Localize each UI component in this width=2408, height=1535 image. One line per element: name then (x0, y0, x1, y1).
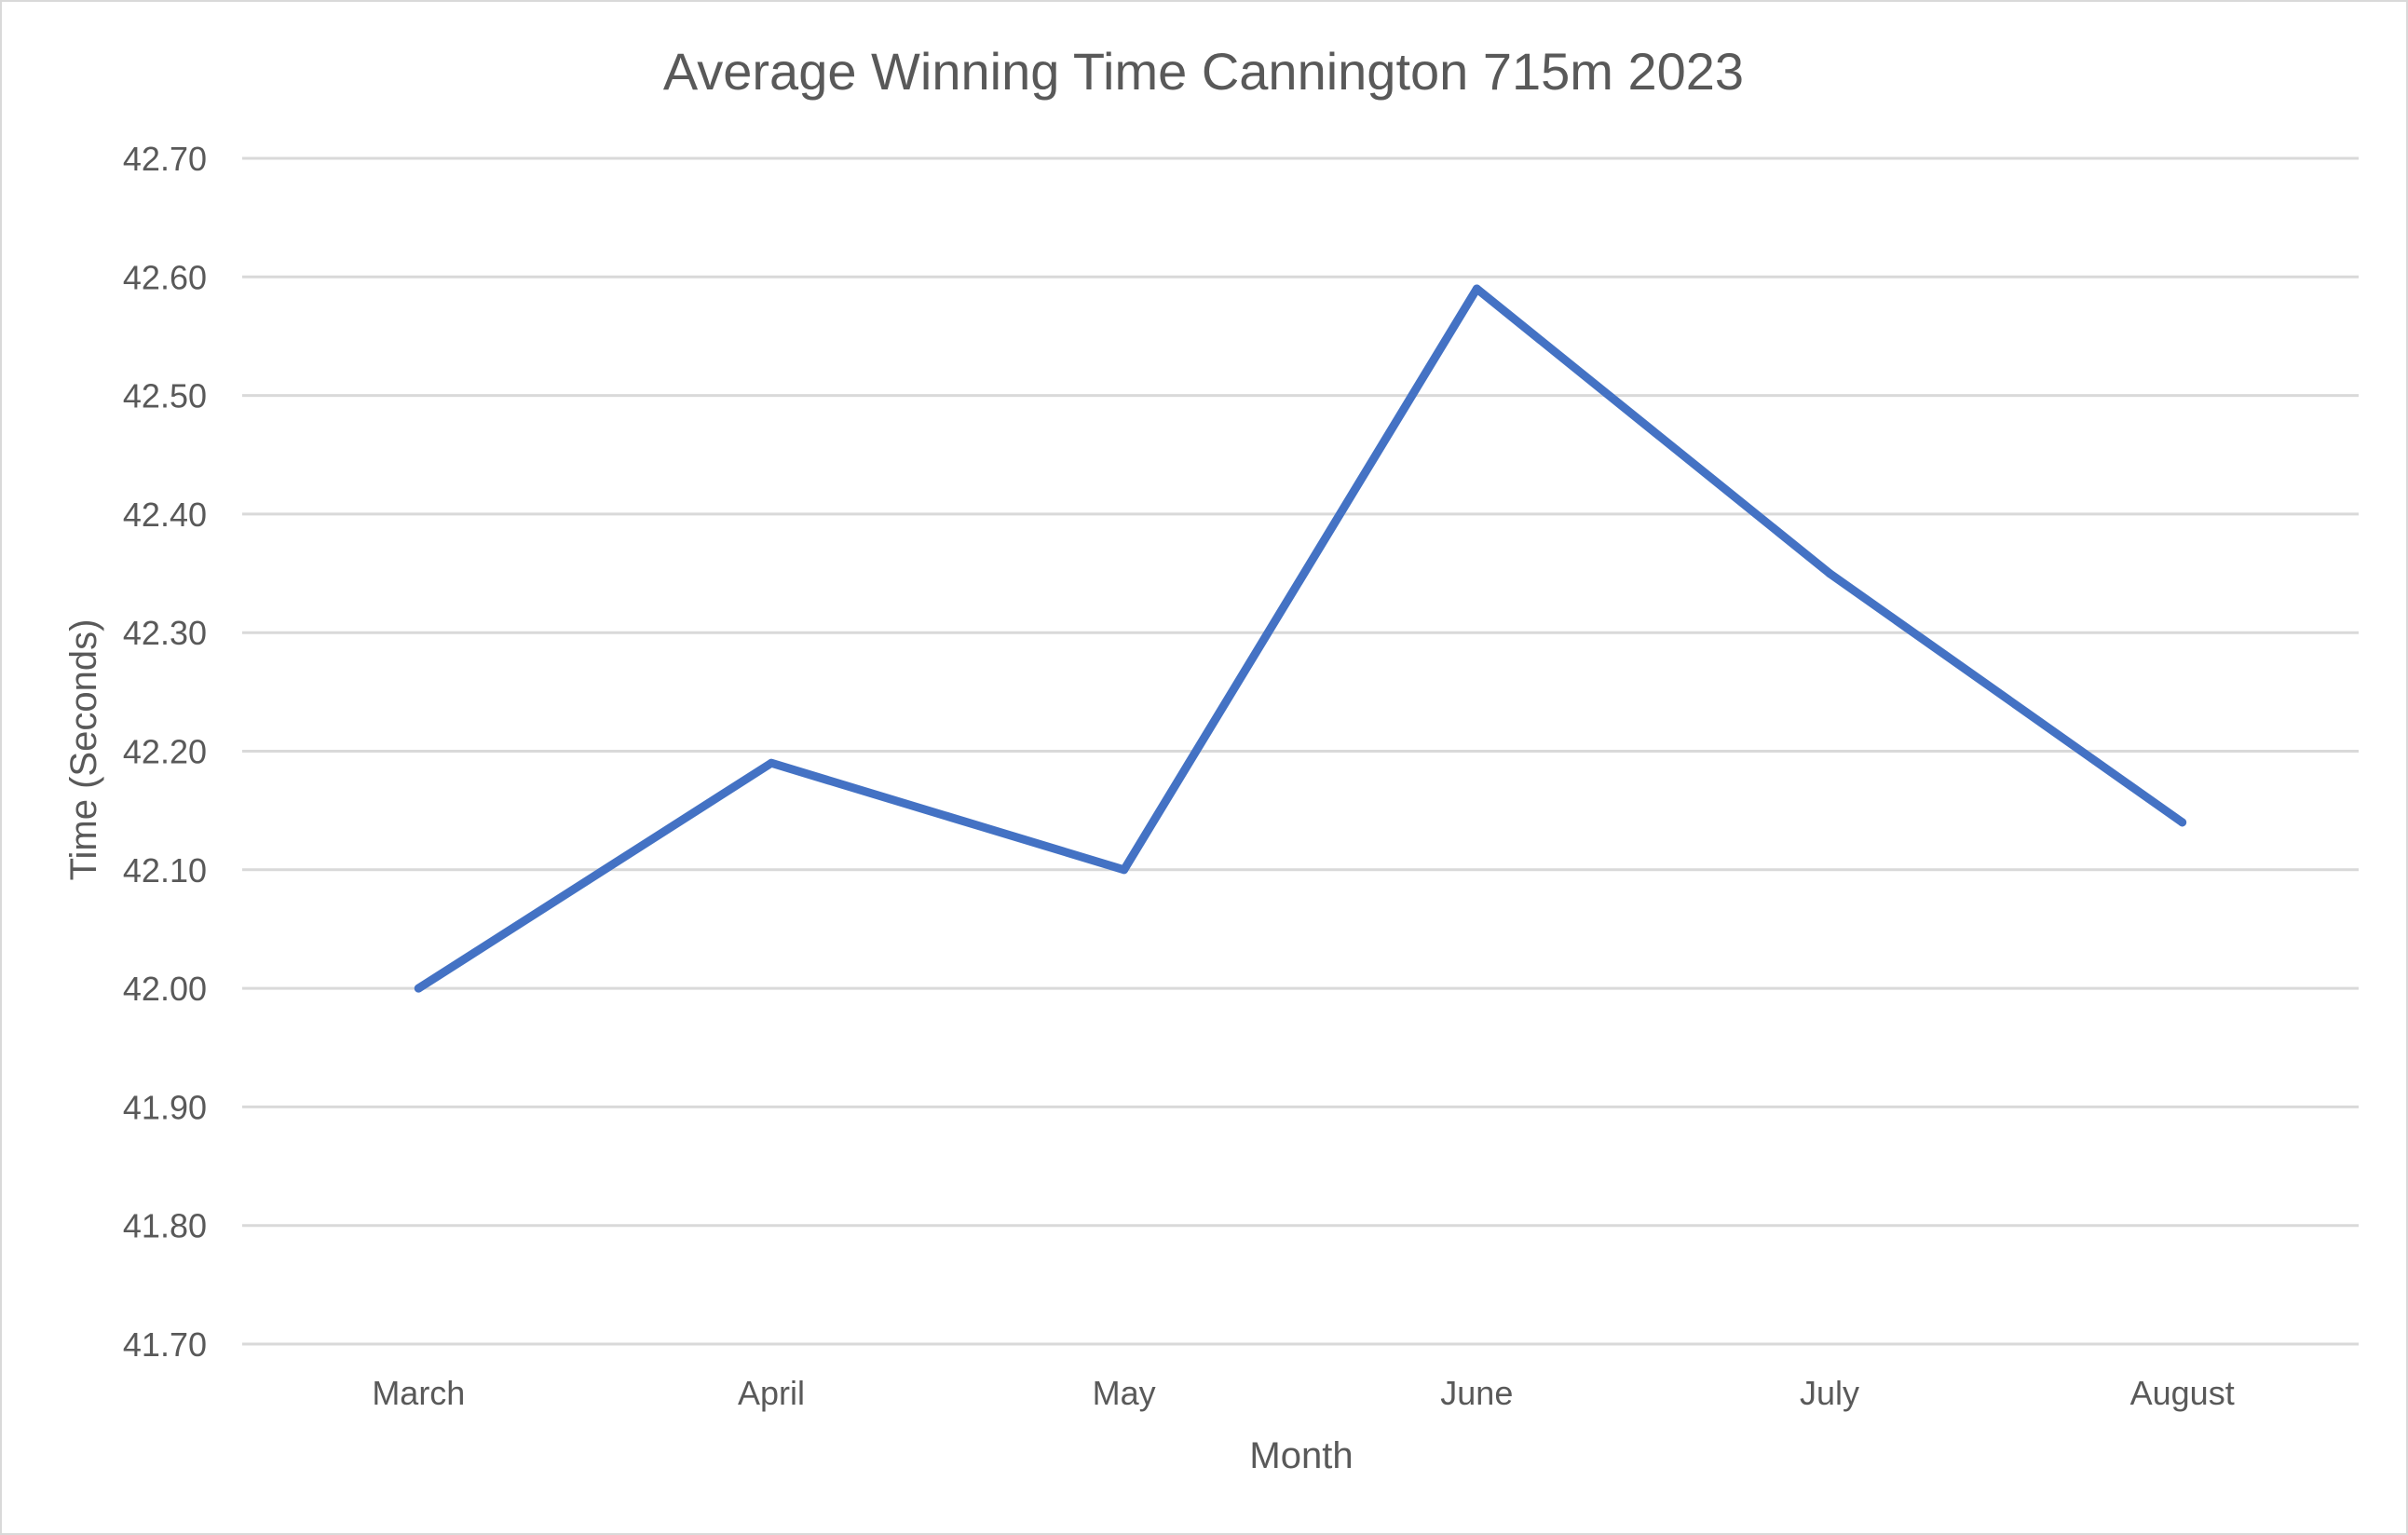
data-point (1472, 284, 1481, 293)
y-tick-label: 41.70 (123, 1325, 207, 1364)
y-axis-title: Time (Seconds) (63, 619, 104, 881)
data-point (1120, 865, 1129, 875)
y-tick-label: 42.10 (123, 851, 207, 890)
x-tick-label: July (1800, 1374, 1859, 1412)
y-tick-label: 41.80 (123, 1207, 207, 1245)
y-tick-label: 41.90 (123, 1088, 207, 1126)
gridlines (242, 156, 2359, 1346)
x-tick-label: June (1440, 1374, 1513, 1412)
series-layer (414, 284, 2187, 993)
x-tick-label: April (738, 1374, 805, 1412)
x-axis-title: Month (1249, 1435, 1353, 1476)
x-axis-tick-labels: March April May June July August (372, 1374, 2234, 1412)
x-tick-label: August (2130, 1374, 2235, 1412)
data-point (414, 984, 423, 993)
y-tick-label: 42.40 (123, 496, 207, 534)
x-tick-label: March (372, 1374, 465, 1412)
y-tick-label: 42.00 (123, 970, 207, 1008)
y-tick-label: 42.60 (123, 258, 207, 296)
data-point (1825, 569, 1834, 578)
data-point (2178, 818, 2187, 827)
x-tick-label: May (1093, 1374, 1156, 1412)
series-line (414, 284, 2187, 993)
y-tick-label: 42.20 (123, 733, 207, 771)
y-axis-tick-labels: 42.70 42.60 42.50 42.40 42.30 42.20 42.10 42.00… (123, 140, 207, 1364)
chart-title: Average Winning Time Cannington 715m 202… (663, 42, 1744, 101)
y-tick-label: 42.70 (123, 140, 207, 178)
y-tick-label: 42.50 (123, 377, 207, 415)
data-point (767, 758, 776, 768)
y-tick-label: 42.30 (123, 614, 207, 652)
